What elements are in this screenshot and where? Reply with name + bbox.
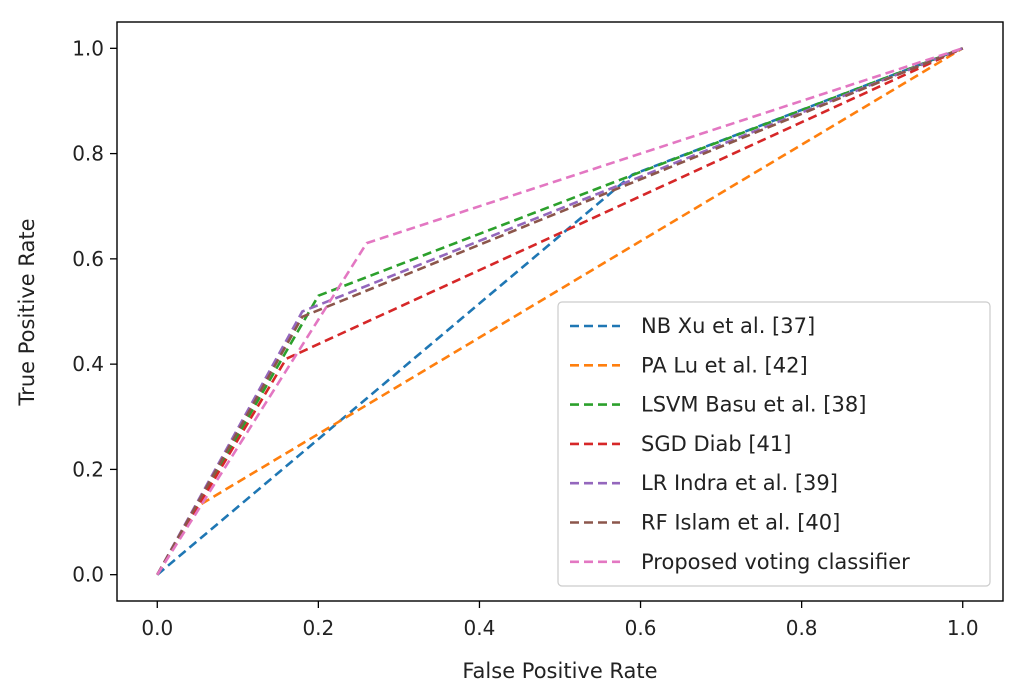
y-tick-label: 0.4 [72, 352, 104, 376]
y-tick-label: 0.2 [72, 457, 104, 481]
legend-label: SGD Diab [41] [641, 432, 791, 456]
legend-label: LR Indra et al. [39] [641, 471, 838, 495]
series-line-6 [156, 47, 964, 576]
y-axis-label: True Positive Rate [15, 218, 39, 406]
series-line-3 [156, 47, 964, 576]
legend-label: RF Islam et al. [40] [641, 511, 840, 535]
plot-frame [116, 21, 1004, 602]
legend-label: PA Lu et al. [42] [641, 353, 808, 377]
y-tick-label: 0.8 [72, 142, 104, 166]
legend-box [557, 301, 991, 587]
x-tick-label: 0.2 [302, 616, 334, 640]
y-tick-label: 1.0 [72, 36, 104, 60]
series-layer [156, 47, 964, 576]
y-tick-label: 0.0 [72, 563, 104, 587]
axis-ticks: 0.0 0.2 0.4 0.6 0.8 1.0 0.0 0.2 0.4 0.6 0.8 1.0 [72, 36, 978, 640]
legend-items: NB Xu et al. [37] PA Lu et al. [42] LSVM B… [570, 314, 910, 574]
x-tick-label: 1.0 [947, 616, 979, 640]
x-tick-label: 0.6 [625, 616, 657, 640]
x-axis-label: False Positive Rate [462, 659, 657, 683]
series-line-4 [156, 47, 964, 576]
x-tick-label: 0.0 [141, 616, 173, 640]
legend-label: Proposed voting classifier [641, 550, 910, 574]
series-line-7 [156, 47, 964, 576]
x-tick-label: 0.8 [786, 616, 818, 640]
legend-label: NB Xu et al. [37] [641, 314, 815, 338]
legend: NB Xu et al. [37] PA Lu et al. [42] LSVM B… [557, 301, 991, 587]
legend-label: LSVM Basu et al. [38] [641, 393, 866, 417]
x-tick-label: 0.4 [464, 616, 496, 640]
y-tick-label: 0.6 [72, 247, 104, 271]
series-line-2 [156, 47, 964, 576]
